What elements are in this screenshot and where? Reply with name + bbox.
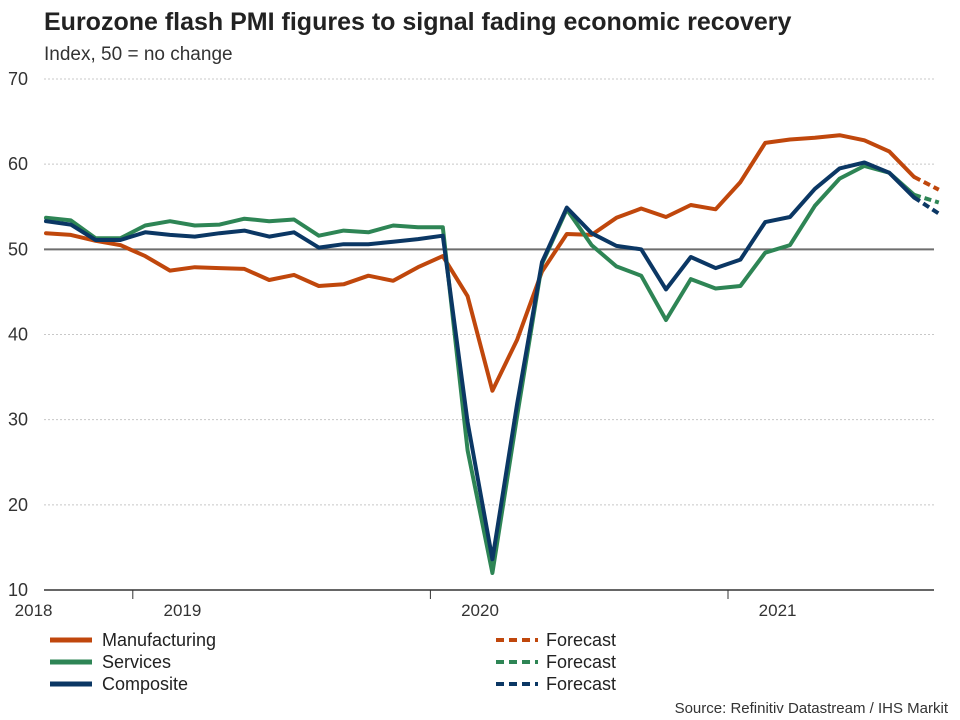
x-tick-label-2021: 2021 bbox=[759, 601, 797, 620]
series-layer bbox=[44, 133, 940, 575]
axis-layer: 10 20 30 40 50 60 70 2018 2019 2020 2021 bbox=[8, 69, 934, 620]
y-tick-label-30: 30 bbox=[8, 410, 28, 430]
series-line-manufacturing bbox=[44, 133, 916, 393]
forecast-line-services bbox=[913, 192, 940, 205]
forecast-line-composite bbox=[912, 195, 940, 216]
x-tick-label-2018: 2018 bbox=[15, 601, 53, 620]
legend-label-composite: Composite bbox=[102, 674, 188, 694]
chart-title: Eurozone flash PMI figures to signal fad… bbox=[44, 8, 792, 36]
forecast-line-manufacturing bbox=[913, 175, 940, 192]
y-tick-label-50: 50 bbox=[8, 239, 28, 259]
legend-label-forecast-manufacturing: Forecast bbox=[546, 630, 616, 650]
legend: Manufacturing Forecast Services Forecast Com… bbox=[50, 630, 616, 694]
legend-label-forecast-composite: Forecast bbox=[546, 674, 616, 694]
x-tick-label-2020: 2020 bbox=[461, 601, 499, 620]
chart-subtitle: Index, 50 = no change bbox=[44, 44, 233, 65]
legend-label-services: Services bbox=[102, 652, 171, 672]
source-note: Source: Refinitiv Datastream / IHS Marki… bbox=[674, 700, 948, 717]
series-line-services bbox=[44, 163, 916, 575]
x-tick-label-2019: 2019 bbox=[163, 601, 201, 620]
series-line-composite bbox=[44, 160, 916, 562]
y-tick-label-10: 10 bbox=[8, 580, 28, 600]
grid-layer bbox=[44, 78, 934, 591]
y-tick-label-40: 40 bbox=[8, 325, 28, 345]
y-tick-label-70: 70 bbox=[8, 69, 28, 89]
legend-label-manufacturing: Manufacturing bbox=[102, 630, 216, 650]
legend-label-forecast-services: Forecast bbox=[546, 652, 616, 672]
y-tick-label-20: 20 bbox=[8, 495, 28, 515]
y-tick-label-60: 60 bbox=[8, 154, 28, 174]
